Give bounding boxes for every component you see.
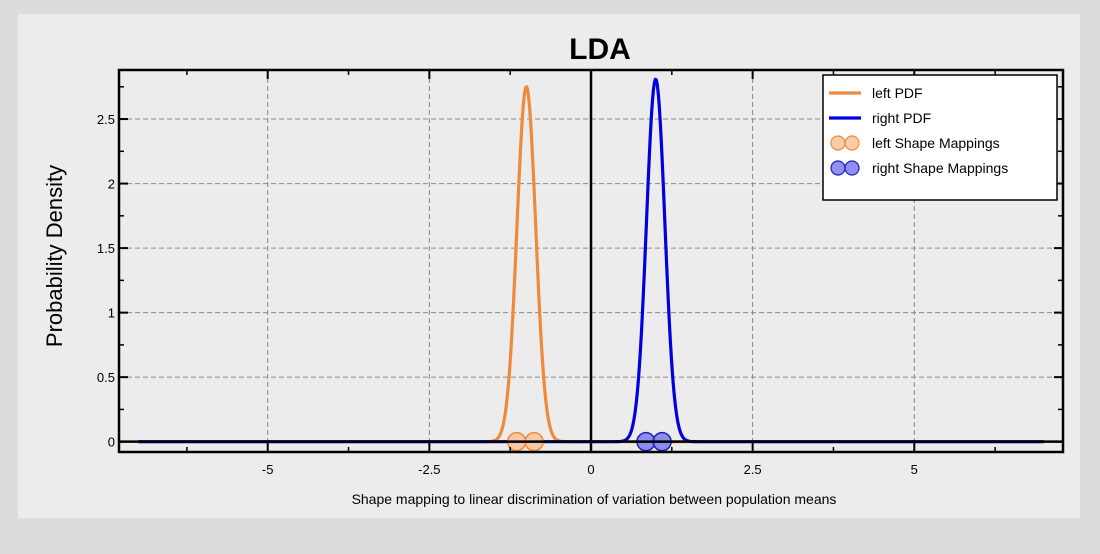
legend-swatch-marker — [830, 160, 846, 176]
legend-swatch-marker — [830, 135, 846, 151]
legend: left PDF right PDF left Shape Mappings righ… — [822, 74, 1058, 201]
legend-box — [822, 74, 1058, 201]
x-tick-label: 2.5 — [744, 462, 762, 477]
y-tick-label: 2.5 — [97, 112, 115, 127]
x-tick-label: -2.5 — [418, 462, 440, 477]
y-axis-label: Probability Density — [42, 165, 67, 347]
chart-title: LDA — [569, 33, 631, 66]
y-tick-label: 0.5 — [97, 370, 115, 385]
chart-panel: -5 -2.5 0 2.5 5 0 0.5 1 1.5 2 2.5 LDA Probability … — [18, 14, 1080, 518]
y-tick-label: 0 — [108, 435, 115, 450]
x-axis-label: Shape mapping to linear discrimination o… — [352, 491, 837, 507]
legend-swatch-marker — [844, 135, 860, 151]
x-tick-label: 5 — [911, 462, 918, 477]
legend-entry-label: right Shape Mappings — [872, 160, 1008, 176]
lda-chart: -5 -2.5 0 2.5 5 0 0.5 1 1.5 2 2.5 LDA Probability … — [42, 33, 1065, 507]
y-tick-label: 2 — [108, 177, 115, 192]
ticks: -5 -2.5 0 2.5 5 0 0.5 1 1.5 2 2.5 — [97, 70, 1063, 477]
legend-entry-label: left PDF — [872, 85, 923, 101]
x-tick-label: 0 — [587, 462, 594, 477]
y-tick-label: 1 — [108, 306, 115, 321]
legend-entry-label: left Shape Mappings — [872, 135, 1000, 151]
x-tick-label: -5 — [262, 462, 274, 477]
y-tick-label: 1.5 — [97, 241, 115, 256]
legend-entry-label: right PDF — [872, 110, 931, 126]
legend-swatch-marker — [844, 160, 860, 176]
